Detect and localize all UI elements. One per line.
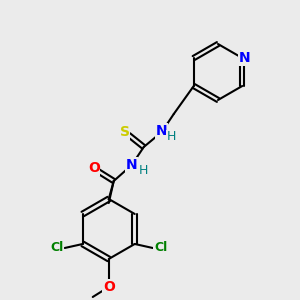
Text: H: H: [139, 164, 148, 178]
Text: Cl: Cl: [154, 242, 167, 254]
Text: H: H: [167, 130, 176, 143]
Text: O: O: [88, 161, 100, 175]
Text: N: N: [126, 158, 138, 172]
Text: S: S: [120, 125, 130, 139]
Text: N: N: [238, 51, 250, 65]
Text: N: N: [156, 124, 168, 138]
Text: Cl: Cl: [50, 242, 63, 254]
Text: O: O: [103, 280, 115, 294]
